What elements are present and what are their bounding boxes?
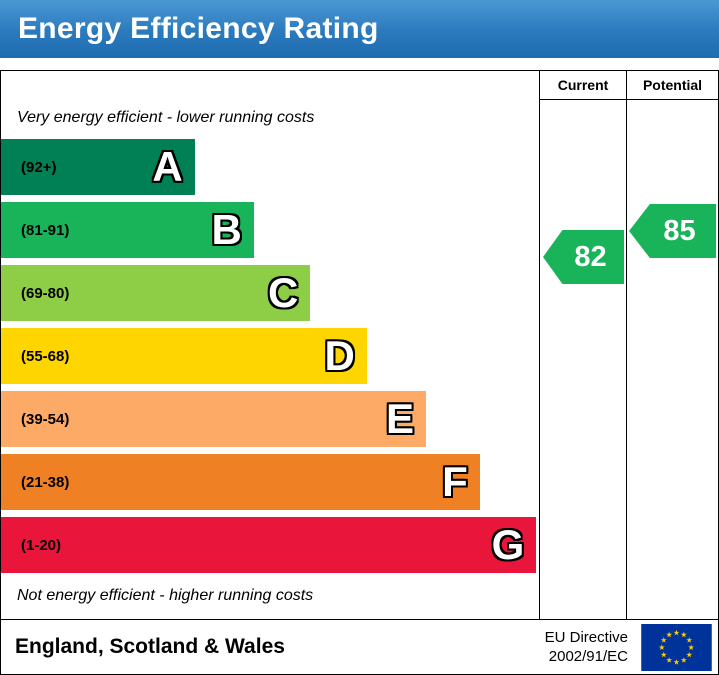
band-f-range: (21-38) (21, 473, 70, 491)
region-label: England, Scotland & Wales (15, 635, 285, 658)
band-c-range: (69-80) (21, 284, 70, 302)
band-a-bar: (92+) A (1, 139, 195, 195)
eu-directive-line1: EU Directive (544, 628, 628, 646)
band-b-letter: B (211, 206, 242, 253)
header-banner: Energy Efficiency Rating (0, 0, 719, 58)
eu-flag-icon (641, 623, 712, 671)
footer-bar: England, Scotland & Wales EU Directive 2… (0, 620, 719, 675)
band-e-range: (39-54) (21, 410, 70, 428)
column-header-potential: Potential (626, 71, 718, 100)
band-f-letter: F (442, 458, 468, 505)
band-g-bar: (1-20) G (1, 517, 537, 573)
potential-rating-value: 85 (663, 214, 696, 247)
band-a-letter: A (152, 143, 183, 190)
band-a-range: (92+) (21, 158, 57, 176)
current-rating-arrow: 82 (543, 230, 624, 284)
band-e-letter: E (386, 395, 415, 442)
band-b-range: (81-91) (21, 221, 70, 239)
footer-right-group: EU Directive 2002/91/EC (545, 623, 718, 671)
bottom-caption: Not energy efficient - higher running co… (17, 587, 314, 604)
eu-directive-line2: 2002/91/EC (548, 648, 628, 665)
rating-bands-area: Very energy efficient - lower running co… (1, 71, 539, 619)
potential-rating-arrow: 85 (629, 204, 716, 258)
column-header-current: Current (539, 71, 626, 100)
page-title: Energy Efficiency Rating (18, 12, 379, 45)
band-g-letter: G (491, 521, 525, 568)
band-g-range: (1-20) (21, 536, 62, 554)
current-rating-value: 82 (574, 240, 607, 273)
band-f-bar: (21-38) F (1, 454, 480, 510)
band-d-range: (55-68) (21, 347, 70, 365)
band-c-letter: C (268, 269, 299, 316)
band-b-bar: (81-91) B (1, 202, 254, 258)
current-rating-column: 82 (539, 100, 626, 619)
band-e-bar: (39-54) E (1, 391, 427, 447)
band-c-bar: (69-80) C (1, 265, 311, 321)
eu-directive-label: EU Directive 2002/91/EC (545, 628, 628, 667)
energy-rating-chart: Very energy efficient - lower running co… (0, 70, 719, 620)
band-d-bar: (55-68) D (1, 328, 367, 384)
top-caption: Very energy efficient - lower running co… (17, 109, 315, 126)
potential-rating-column: 85 (626, 100, 718, 619)
band-d-letter: D (324, 332, 355, 379)
